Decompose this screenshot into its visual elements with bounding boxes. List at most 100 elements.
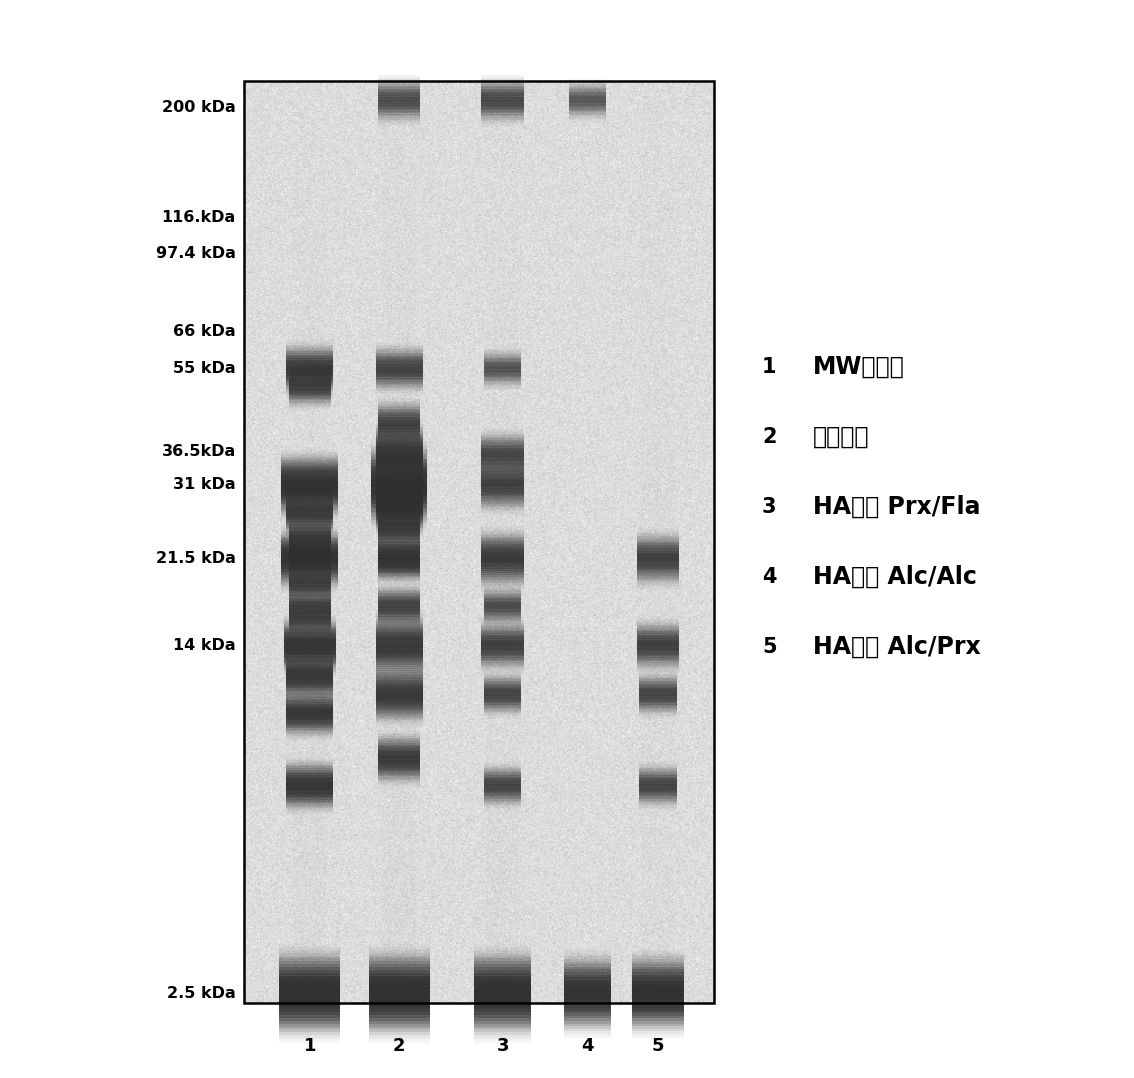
Bar	[637, 633, 679, 642]
Bar	[375, 420, 423, 432]
Bar	[474, 964, 531, 981]
Bar	[486, 566, 519, 571]
Bar	[382, 727, 415, 732]
Bar	[486, 215, 519, 221]
Bar	[482, 500, 524, 511]
Bar	[642, 840, 675, 845]
Bar	[640, 682, 677, 691]
Bar	[637, 551, 679, 562]
Bar	[281, 533, 338, 544]
Bar	[294, 816, 327, 821]
Bar	[484, 604, 522, 611]
Bar	[281, 568, 338, 579]
Bar	[642, 857, 675, 863]
Bar	[286, 500, 333, 509]
Bar	[382, 191, 415, 197]
Bar	[375, 443, 423, 455]
Bar	[568, 93, 607, 100]
Bar	[378, 399, 421, 409]
Bar	[294, 935, 327, 940]
Bar	[642, 732, 675, 738]
Bar	[382, 453, 415, 458]
Bar	[382, 507, 415, 512]
Bar	[294, 940, 327, 946]
Bar	[482, 486, 524, 497]
Bar	[482, 564, 524, 576]
Bar	[286, 709, 333, 719]
Bar	[642, 245, 675, 250]
Bar	[486, 661, 519, 667]
Bar	[294, 810, 327, 815]
Bar	[294, 382, 327, 387]
Bar	[378, 551, 421, 558]
Bar	[284, 637, 336, 648]
Bar	[482, 554, 524, 566]
Bar	[637, 623, 679, 633]
Bar	[378, 543, 421, 552]
Bar	[288, 602, 331, 608]
Bar	[375, 439, 423, 452]
Bar	[486, 519, 519, 524]
Bar	[378, 556, 421, 564]
Bar	[288, 367, 331, 374]
Bar	[286, 382, 333, 391]
Bar	[486, 715, 519, 720]
Bar	[284, 620, 336, 630]
Bar	[378, 433, 421, 443]
Bar	[484, 367, 522, 374]
Bar	[369, 1007, 430, 1024]
Bar	[484, 771, 522, 779]
Bar	[474, 1021, 531, 1038]
Bar	[484, 675, 522, 683]
Bar	[294, 607, 327, 613]
Bar	[369, 946, 430, 964]
Bar	[482, 113, 524, 123]
Bar	[288, 551, 331, 558]
Bar	[286, 705, 333, 715]
Bar	[378, 73, 421, 82]
Bar	[642, 434, 675, 441]
Bar	[281, 540, 338, 552]
Bar	[375, 483, 423, 494]
Bar	[378, 428, 421, 437]
Bar	[286, 387, 333, 397]
Bar	[486, 786, 519, 791]
Bar	[486, 399, 519, 405]
Bar	[378, 88, 421, 98]
Bar	[375, 376, 423, 385]
Bar	[482, 78, 524, 87]
Bar	[642, 720, 675, 727]
Bar	[486, 185, 519, 191]
Bar	[486, 964, 519, 970]
Bar	[568, 107, 607, 114]
Bar	[642, 940, 675, 946]
Bar	[294, 488, 327, 495]
Bar	[288, 370, 331, 377]
Bar	[288, 524, 331, 531]
Bar	[482, 446, 524, 455]
Bar	[378, 111, 421, 120]
Bar	[482, 77, 524, 85]
Bar	[294, 904, 327, 911]
Bar	[486, 673, 519, 679]
Bar	[375, 618, 423, 630]
Bar	[378, 530, 421, 539]
Bar	[382, 268, 415, 274]
Bar	[375, 379, 423, 388]
Bar	[288, 526, 331, 534]
Bar	[286, 488, 333, 496]
Bar	[378, 409, 421, 418]
Bar	[288, 401, 331, 409]
Bar	[281, 467, 338, 480]
Bar	[378, 606, 421, 614]
Bar	[642, 322, 675, 328]
Bar	[294, 221, 327, 226]
Bar	[486, 798, 519, 803]
Bar	[288, 555, 331, 562]
Bar	[375, 343, 423, 353]
Bar	[482, 97, 524, 106]
Bar	[288, 596, 331, 604]
Bar	[369, 964, 430, 981]
Bar	[286, 375, 333, 385]
Bar	[288, 606, 331, 613]
